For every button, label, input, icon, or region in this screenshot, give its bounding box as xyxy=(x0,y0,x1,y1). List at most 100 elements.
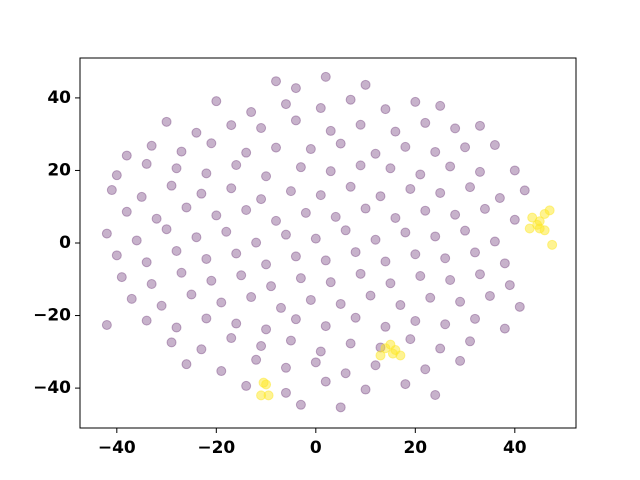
point xyxy=(196,188,207,199)
point xyxy=(415,169,426,180)
point xyxy=(261,171,272,182)
point xyxy=(465,336,476,347)
point xyxy=(295,399,306,410)
point xyxy=(285,186,296,197)
point xyxy=(280,229,291,240)
x-tick-label: −40 xyxy=(98,438,136,458)
point xyxy=(365,290,376,301)
point xyxy=(370,148,381,159)
point xyxy=(489,140,500,151)
point xyxy=(146,140,157,151)
point xyxy=(395,300,406,311)
point xyxy=(300,207,311,218)
point xyxy=(216,366,227,377)
point xyxy=(236,270,247,281)
point xyxy=(474,269,485,280)
point xyxy=(355,160,366,171)
point xyxy=(226,120,237,131)
point xyxy=(320,71,331,82)
points xyxy=(101,71,558,413)
point xyxy=(256,341,267,352)
point xyxy=(295,273,306,284)
point xyxy=(380,321,391,332)
point xyxy=(420,205,431,216)
point xyxy=(350,247,361,258)
point xyxy=(176,267,187,278)
point xyxy=(280,99,291,110)
y-tick-label: 20 xyxy=(47,160,71,180)
point xyxy=(216,297,227,308)
point xyxy=(509,165,520,176)
point xyxy=(474,120,485,131)
point xyxy=(315,190,326,201)
point xyxy=(435,100,446,111)
point xyxy=(156,300,167,311)
point xyxy=(290,83,301,94)
point xyxy=(141,158,152,169)
point xyxy=(171,163,182,174)
point xyxy=(455,355,466,366)
point xyxy=(385,278,396,289)
point xyxy=(380,104,391,115)
point xyxy=(375,191,386,202)
point xyxy=(211,210,222,221)
point xyxy=(345,338,356,349)
point xyxy=(340,225,351,236)
point xyxy=(320,255,331,266)
point xyxy=(340,368,351,379)
point xyxy=(310,233,321,244)
point xyxy=(191,127,202,138)
point xyxy=(126,293,137,304)
point xyxy=(430,389,441,400)
point xyxy=(430,231,441,242)
point xyxy=(539,208,550,219)
point xyxy=(514,301,525,312)
point xyxy=(261,259,272,270)
point xyxy=(450,209,461,220)
point xyxy=(420,117,431,128)
point xyxy=(410,249,421,260)
point xyxy=(231,318,242,329)
point xyxy=(231,248,242,259)
y-tick-label: 0 xyxy=(59,233,71,253)
point xyxy=(196,344,207,355)
point xyxy=(455,296,466,307)
point xyxy=(335,402,346,413)
point xyxy=(380,256,391,267)
point xyxy=(335,138,346,149)
point xyxy=(241,204,252,215)
point xyxy=(111,170,122,181)
point xyxy=(425,292,436,303)
point xyxy=(450,123,461,134)
point xyxy=(385,163,396,174)
point xyxy=(504,280,515,291)
point xyxy=(141,315,152,326)
x-tick-label: 20 xyxy=(403,438,427,458)
point xyxy=(280,387,291,398)
point xyxy=(325,166,336,177)
point xyxy=(221,226,232,237)
point xyxy=(285,335,296,346)
point xyxy=(320,321,331,332)
point xyxy=(460,225,471,236)
point xyxy=(271,142,282,153)
point xyxy=(256,123,267,134)
point xyxy=(390,126,401,137)
point xyxy=(305,294,316,305)
point xyxy=(445,275,456,285)
point xyxy=(131,235,142,246)
point xyxy=(241,147,252,158)
point xyxy=(101,228,112,239)
point xyxy=(315,346,326,357)
point xyxy=(206,138,217,149)
point xyxy=(509,214,520,225)
point xyxy=(191,232,202,243)
point xyxy=(166,180,177,191)
point xyxy=(325,125,336,136)
point xyxy=(181,359,192,370)
point xyxy=(325,277,336,288)
point xyxy=(440,253,451,264)
point xyxy=(261,324,272,335)
point xyxy=(161,224,172,235)
